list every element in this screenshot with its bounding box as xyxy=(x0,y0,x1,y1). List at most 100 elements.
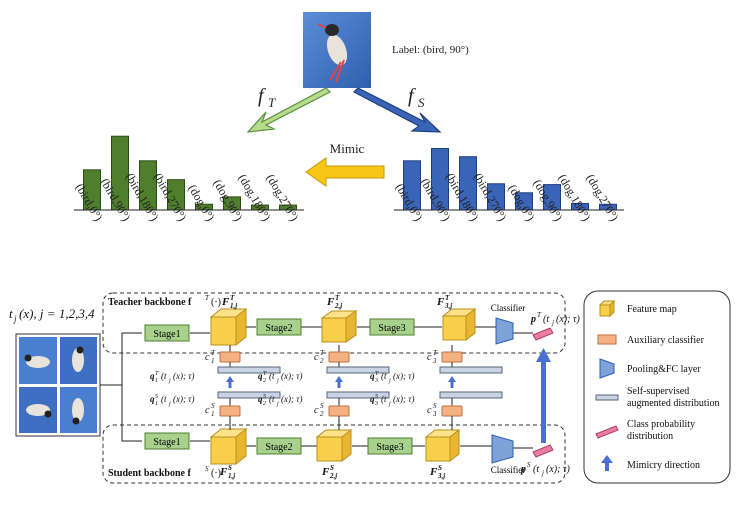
teacher-class-probability xyxy=(532,327,554,341)
label-text: Label: (bird, 90°) xyxy=(392,44,469,56)
f-student-label: f S xyxy=(408,85,425,110)
svg-text:Stage1: Stage1 xyxy=(153,437,180,448)
svg-text:(x); τ): (x); τ) xyxy=(173,371,194,381)
svg-text:1: 1 xyxy=(211,357,215,365)
f-teacher-label: f T xyxy=(258,85,276,110)
mimicry-direction-icon xyxy=(601,455,613,463)
svg-text:T: T xyxy=(375,371,379,377)
svg-text:T: T xyxy=(263,371,267,377)
teacher-q-distribution-1 xyxy=(217,366,281,374)
legend-item-mimicry-direction: Mimicry direction xyxy=(601,455,700,471)
svg-text:j: j xyxy=(276,378,279,384)
svg-text:T: T xyxy=(268,95,276,110)
svg-text:T: T xyxy=(320,349,325,357)
svg-text:S: S xyxy=(205,465,209,473)
aux-branch-3: c T3c S3q T3 (t j (x); τ)q S3 (t j (x); τ) xyxy=(370,345,503,430)
teacher-stage2: Stage2 xyxy=(256,318,302,336)
student-classifier: Classifier xyxy=(491,434,526,475)
auxiliary-classifier-icon xyxy=(597,334,617,345)
student-stage2: Stage2 xyxy=(256,437,302,455)
svg-text:p: p xyxy=(530,314,536,325)
svg-text:T: T xyxy=(537,311,542,319)
teacher-stage3: Stage3 xyxy=(369,318,415,336)
svg-text:S: S xyxy=(155,394,158,400)
svg-text:Classifier: Classifier xyxy=(491,303,526,313)
teacher-q-label-2: q T2 (t j (x); τ) xyxy=(258,371,302,384)
svg-text:t: t xyxy=(9,306,13,321)
svg-text:2: 2 xyxy=(263,378,266,384)
teacher-stage1: Stage1 xyxy=(144,324,190,342)
svg-text:S: S xyxy=(263,394,266,400)
teacher-aux-label-1: c T1 xyxy=(205,349,216,365)
svg-text:q: q xyxy=(370,394,375,404)
svg-text:j: j xyxy=(551,319,554,327)
svg-text:1,j: 1,j xyxy=(230,302,237,310)
student-backbone-title: Student backbone f S (·) xyxy=(108,465,221,479)
svg-text:Teacher backbone f: Teacher backbone f xyxy=(108,297,192,308)
svg-text:(x); τ): (x); τ) xyxy=(173,394,194,404)
svg-text:Classifier: Classifier xyxy=(491,465,526,475)
svg-text:(t: (t xyxy=(533,464,539,475)
svg-text:(x); τ): (x); τ) xyxy=(556,314,581,325)
svg-text:S: S xyxy=(433,402,437,410)
svg-text:S: S xyxy=(211,402,215,410)
teacher-feature-map-1 xyxy=(209,307,248,347)
svg-text:j: j xyxy=(13,314,17,324)
student-q-label-3: q S3 (t j (x); τ) xyxy=(370,394,414,407)
svg-text:Stage2: Stage2 xyxy=(265,323,292,334)
svg-text:T: T xyxy=(335,294,340,302)
svg-text:(x); τ): (x); τ) xyxy=(546,464,571,475)
svg-text:2,j: 2,j xyxy=(329,472,337,480)
legend-item-feature-map: Feature map xyxy=(598,299,677,318)
svg-text:q: q xyxy=(258,371,263,381)
legend-item-auxiliary-classifier: Auxiliary classifier xyxy=(597,334,705,346)
teacher-aux-classifier-2 xyxy=(328,351,350,363)
tick-label-4: (dog,0°) xyxy=(186,182,218,223)
self-supervised-distribution-icon xyxy=(595,394,619,401)
svg-text:1,j: 1,j xyxy=(228,472,235,480)
svg-text:T: T xyxy=(211,349,216,357)
auxiliary-branches: c T1c S1q T1 (t j (x); τ)q S1 (t j (x); τ)c T2c S2q T… xyxy=(150,345,503,430)
student-feature-map-3 xyxy=(424,428,461,463)
svg-text:T: T xyxy=(230,294,235,302)
input-connectors xyxy=(100,332,142,442)
svg-text:(t: (t xyxy=(269,371,275,381)
legend-label: Feature map xyxy=(627,304,677,315)
svg-text:3: 3 xyxy=(374,378,378,384)
svg-text:F: F xyxy=(429,466,438,478)
input-label: t j (x), j = 1,2,3,4 xyxy=(9,306,95,324)
svg-text:p: p xyxy=(520,464,526,475)
teacher-feature-map-3 xyxy=(441,307,477,342)
svg-text:(·): (·) xyxy=(211,297,221,308)
student-feature-map-2 xyxy=(315,428,353,463)
svg-text:3: 3 xyxy=(432,357,437,365)
svg-text:3,j: 3,j xyxy=(444,302,452,310)
student-aux-label-1: c S1 xyxy=(205,402,215,418)
svg-text:(x); τ): (x); τ) xyxy=(393,394,414,404)
svg-text:j: j xyxy=(276,401,279,407)
class-probability-icon xyxy=(595,425,619,439)
student-aux-label-2: c S2 xyxy=(314,402,324,418)
svg-text:(x); τ): (x); τ) xyxy=(281,371,302,381)
teacher-classifier: Classifier xyxy=(491,303,526,345)
student-row xyxy=(190,440,533,449)
input-images xyxy=(15,333,101,437)
main-mimicry-arrow xyxy=(536,348,551,443)
student-aux-label-3: c S3 xyxy=(427,402,437,418)
legend-label-line2: augmented distribution xyxy=(627,398,720,409)
svg-text:2: 2 xyxy=(320,410,324,418)
teacher-q-label-1: q T1 (t j (x); τ) xyxy=(150,371,194,384)
teacher-q-distribution-3 xyxy=(439,366,503,374)
student-aux-classifier-3 xyxy=(441,405,463,417)
student-q-distribution-2 xyxy=(326,391,390,399)
aux-mimicry-arrow-1 xyxy=(226,376,234,382)
legend-label: Mimicry direction xyxy=(627,460,700,471)
student-q-label-1: q S1 (t j (x); τ) xyxy=(150,394,194,407)
student-distribution-chart: (bird,0°)(bird,90°)(bird,180°)(bird,270°… xyxy=(393,148,624,224)
pooling-fc-icon xyxy=(599,358,615,379)
student-q-distribution-3 xyxy=(439,391,503,399)
aux-branch-2: c T2c S2q T2 (t j (x); τ)q S2 (t j (x); τ) xyxy=(258,345,390,430)
svg-text:S: S xyxy=(330,464,334,472)
svg-text:(x), j = 1,2,3,4: (x), j = 1,2,3,4 xyxy=(19,306,95,321)
svg-text:(t: (t xyxy=(161,371,167,381)
